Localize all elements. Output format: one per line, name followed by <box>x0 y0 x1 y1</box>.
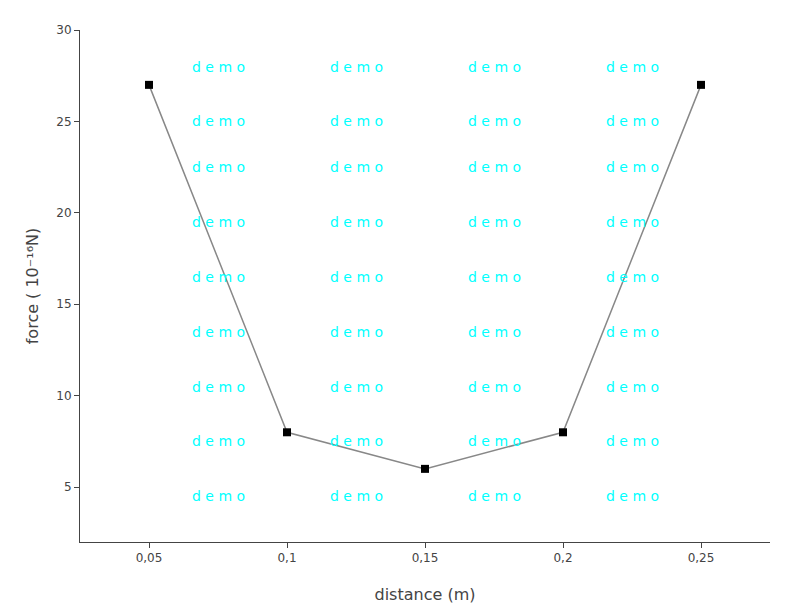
svg-text:d e m o: d e m o <box>330 113 383 129</box>
svg-text:d e m o: d e m o <box>192 269 245 285</box>
svg-text:15: 15 <box>56 297 71 311</box>
svg-text:d e m o: d e m o <box>468 59 521 75</box>
svg-text:d e m o: d e m o <box>468 433 521 449</box>
svg-text:force ( 10⁻¹⁶N): force ( 10⁻¹⁶N) <box>23 228 42 345</box>
svg-text:10: 10 <box>56 389 71 403</box>
svg-text:d e m o: d e m o <box>330 379 383 395</box>
svg-text:d e m o: d e m o <box>606 214 659 230</box>
svg-text:d e m o: d e m o <box>468 214 521 230</box>
svg-text:d e m o: d e m o <box>606 379 659 395</box>
svg-text:30: 30 <box>56 23 71 37</box>
svg-text:25: 25 <box>56 115 71 129</box>
svg-text:d e m o: d e m o <box>606 159 659 175</box>
svg-text:d e m o: d e m o <box>606 324 659 340</box>
svg-text:d e m o: d e m o <box>330 214 383 230</box>
svg-text:d e m o: d e m o <box>468 379 521 395</box>
svg-text:d e m o: d e m o <box>192 113 245 129</box>
svg-text:20: 20 <box>56 206 71 220</box>
svg-text:d e m o: d e m o <box>192 488 245 504</box>
svg-text:0,1: 0,1 <box>277 551 296 565</box>
svg-text:d e m o: d e m o <box>330 59 383 75</box>
svg-text:0,05: 0,05 <box>136 551 163 565</box>
svg-text:d e m o: d e m o <box>468 159 521 175</box>
svg-text:d e m o: d e m o <box>192 214 245 230</box>
svg-text:d e m o: d e m o <box>468 324 521 340</box>
svg-text:0,15: 0,15 <box>412 551 439 565</box>
svg-text:0,2: 0,2 <box>553 551 572 565</box>
svg-text:d e m o: d e m o <box>192 59 245 75</box>
svg-text:d e m o: d e m o <box>606 113 659 129</box>
svg-text:d e m o: d e m o <box>468 488 521 504</box>
svg-text:d e m o: d e m o <box>192 379 245 395</box>
svg-text:d e m o: d e m o <box>192 159 245 175</box>
svg-text:d e m o: d e m o <box>606 488 659 504</box>
svg-text:d e m o: d e m o <box>330 159 383 175</box>
svg-text:distance (m): distance (m) <box>375 585 476 604</box>
svg-text:d e m o: d e m o <box>606 59 659 75</box>
svg-text:5: 5 <box>64 480 72 494</box>
svg-text:d e m o: d e m o <box>468 269 521 285</box>
svg-text:d e m o: d e m o <box>192 433 245 449</box>
svg-text:d e m o: d e m o <box>606 433 659 449</box>
svg-text:d e m o: d e m o <box>192 324 245 340</box>
svg-text:0,25: 0,25 <box>688 551 715 565</box>
svg-text:d e m o: d e m o <box>606 269 659 285</box>
svg-text:d e m o: d e m o <box>330 269 383 285</box>
svg-text:d e m o: d e m o <box>330 433 383 449</box>
svg-text:d e m o: d e m o <box>330 324 383 340</box>
svg-text:d e m o: d e m o <box>330 488 383 504</box>
svg-text:d e m o: d e m o <box>468 113 521 129</box>
